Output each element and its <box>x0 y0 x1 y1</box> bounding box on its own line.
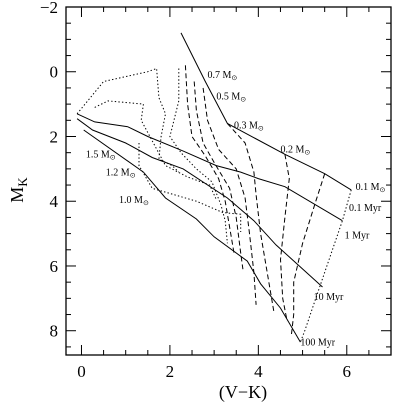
y-tick-label: 4 <box>50 192 59 211</box>
svg-text:MK: MK <box>7 177 30 203</box>
isochrone-line <box>76 118 323 288</box>
curve-label: 0.1 Myr <box>349 203 382 214</box>
isochrone-line <box>180 32 352 191</box>
curve-label: 0.3 M⊙ <box>234 120 264 132</box>
curve-label: 1.5 M⊙ <box>86 150 116 162</box>
x-tick-label: 0 <box>77 362 86 381</box>
curve-label: 1.0 M⊙ <box>119 195 149 207</box>
x-tick-label: 6 <box>343 362 352 381</box>
y-tick-label: −2 <box>40 0 58 17</box>
evolutionary-track <box>202 87 257 305</box>
x-tick-label: 4 <box>254 362 263 381</box>
curve-label: 0.5 M⊙ <box>216 91 246 103</box>
y-axis-label-main: M <box>7 187 27 203</box>
x-tick-label: 2 <box>166 362 175 381</box>
plot-frame <box>65 6 392 356</box>
evolutionary-track <box>184 65 235 254</box>
chart-annotations: 0.7 M⊙ 0.5 M⊙ 0.3 M⊙ 0.2 M⊙ 1.5 M⊙ 1.2 M⊙ 1.0 … <box>86 70 386 348</box>
curve-label: 0.7 M⊙ <box>207 70 237 82</box>
y-tick-label: 6 <box>50 257 59 276</box>
evolutionary-track <box>169 68 228 244</box>
evolutionary-track <box>279 154 290 322</box>
evolutionary-track <box>193 81 244 270</box>
evolutionary-track <box>94 100 217 200</box>
evolutionary-track <box>291 173 326 335</box>
axis-ticks <box>66 6 392 355</box>
curve-label: 1 Myr <box>345 230 370 241</box>
evolutionary-track <box>227 123 275 312</box>
curve-label: 100 Myr <box>300 337 335 348</box>
isochrone-line <box>76 113 343 222</box>
isochrone-line <box>83 129 301 343</box>
evolutionary-track <box>138 143 242 232</box>
y-axis-label: MK <box>7 177 30 203</box>
curve-label: 10 Myr <box>314 292 344 303</box>
chart-curves <box>76 32 352 343</box>
curve-label: 1.2 M⊙ <box>106 167 136 179</box>
evolutionary-track <box>76 67 180 173</box>
y-tick-label: 2 <box>50 127 59 146</box>
tick-labels: 0 2 4 6 −2 0 2 4 6 8 <box>40 0 351 381</box>
curve-label: 0.2 M⊙ <box>280 145 310 157</box>
y-tick-label: 8 <box>50 322 59 341</box>
evolutionary-track <box>299 189 352 343</box>
x-axis-label: (V−K) <box>219 382 267 403</box>
y-axis-label-sub: K <box>15 177 30 187</box>
y-tick-label: 0 <box>50 63 59 82</box>
curve-label: 0.1 M⊙ <box>356 182 386 194</box>
